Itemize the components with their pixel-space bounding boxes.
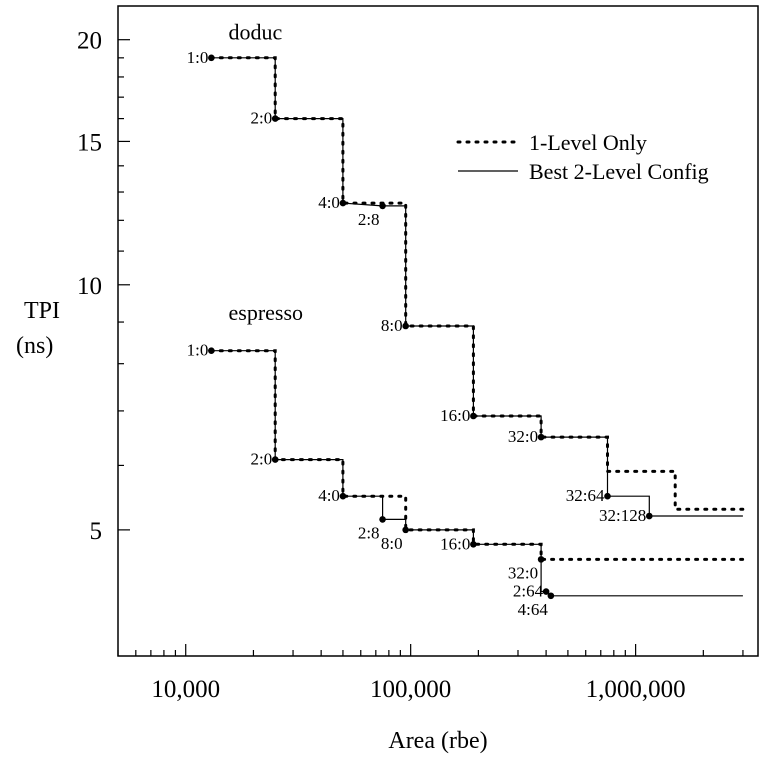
series-label-doduc: doduc: [229, 20, 283, 45]
config-point: [208, 347, 215, 354]
config-label: 2:0: [250, 450, 272, 469]
config-label: 2:0: [250, 109, 272, 128]
config-point: [470, 412, 477, 420]
x-tick-label: 100,000: [370, 676, 451, 703]
tick-labels: 10,000 100,000 1,000,000 5 10 15 20: [77, 28, 686, 703]
x-tick-label: 1,000,000: [586, 676, 686, 703]
config-label: 4:0: [318, 193, 340, 212]
config-label: 4:64: [518, 600, 549, 619]
legend-label-2-level: Best 2-Level Config: [529, 159, 709, 184]
config-point: [208, 54, 215, 62]
x-tick-label: 10,000: [151, 676, 220, 703]
config-point: [542, 588, 550, 595]
config-label: 8:0: [381, 316, 403, 335]
config-point: [402, 526, 409, 534]
config-point: [271, 115, 279, 122]
point-labels: doducespresso1:02:04:02:88:016:032:032:6…: [187, 20, 647, 619]
plot-frame: [117, 5, 759, 657]
config-point: [339, 199, 347, 207]
legend: 1-Level Only Best 2-Level Config: [456, 130, 709, 184]
config-points: [208, 54, 653, 600]
axis-ticks: [117, 39, 744, 656]
config-label: 1:0: [187, 341, 209, 360]
config-point: [402, 322, 409, 330]
config-point: [604, 492, 611, 500]
config-label: 32:0: [508, 563, 538, 582]
config-point: [537, 433, 545, 441]
series-label-espresso: espresso: [229, 300, 304, 325]
config-point: [339, 492, 347, 500]
config-label: 8:0: [381, 534, 403, 553]
config-label: 16:0: [440, 534, 470, 553]
doduc-two-level-line: [211, 57, 743, 517]
y-tick-label: 15: [77, 129, 102, 156]
doduc-one-level-line: [209, 56, 745, 511]
y-axis-title: TPI (ns): [16, 298, 60, 359]
config-label: 32:64: [566, 486, 605, 505]
config-point: [547, 592, 555, 600]
config-label: 32:128: [599, 506, 646, 525]
config-label: 32:0: [508, 427, 538, 446]
x-axis-title: Area (rbe): [388, 728, 487, 754]
config-label: 4:0: [318, 486, 340, 505]
config-point: [271, 456, 279, 463]
espresso-two-level-line: [211, 350, 743, 597]
y-axis-title-line1: TPI: [24, 298, 60, 324]
y-tick-label: 5: [90, 518, 103, 545]
config-label: 16:0: [440, 406, 470, 425]
espresso-one-level-line: [209, 349, 745, 561]
config-point: [645, 512, 653, 520]
y-axis-title-line2: (ns): [16, 333, 53, 359]
config-label: 1:0: [187, 48, 209, 67]
config-point: [379, 516, 386, 523]
config-label: 2:64: [513, 582, 544, 601]
config-label: 2:8: [358, 523, 380, 542]
config-label: 2:8: [358, 210, 380, 229]
config-point: [537, 556, 545, 563]
config-point: [379, 202, 386, 210]
y-tick-label: 20: [77, 28, 102, 55]
legend-label-1-level: 1-Level Only: [529, 130, 647, 155]
config-point: [470, 541, 477, 548]
y-tick-label: 10: [77, 273, 102, 300]
series-lines: [209, 56, 745, 597]
